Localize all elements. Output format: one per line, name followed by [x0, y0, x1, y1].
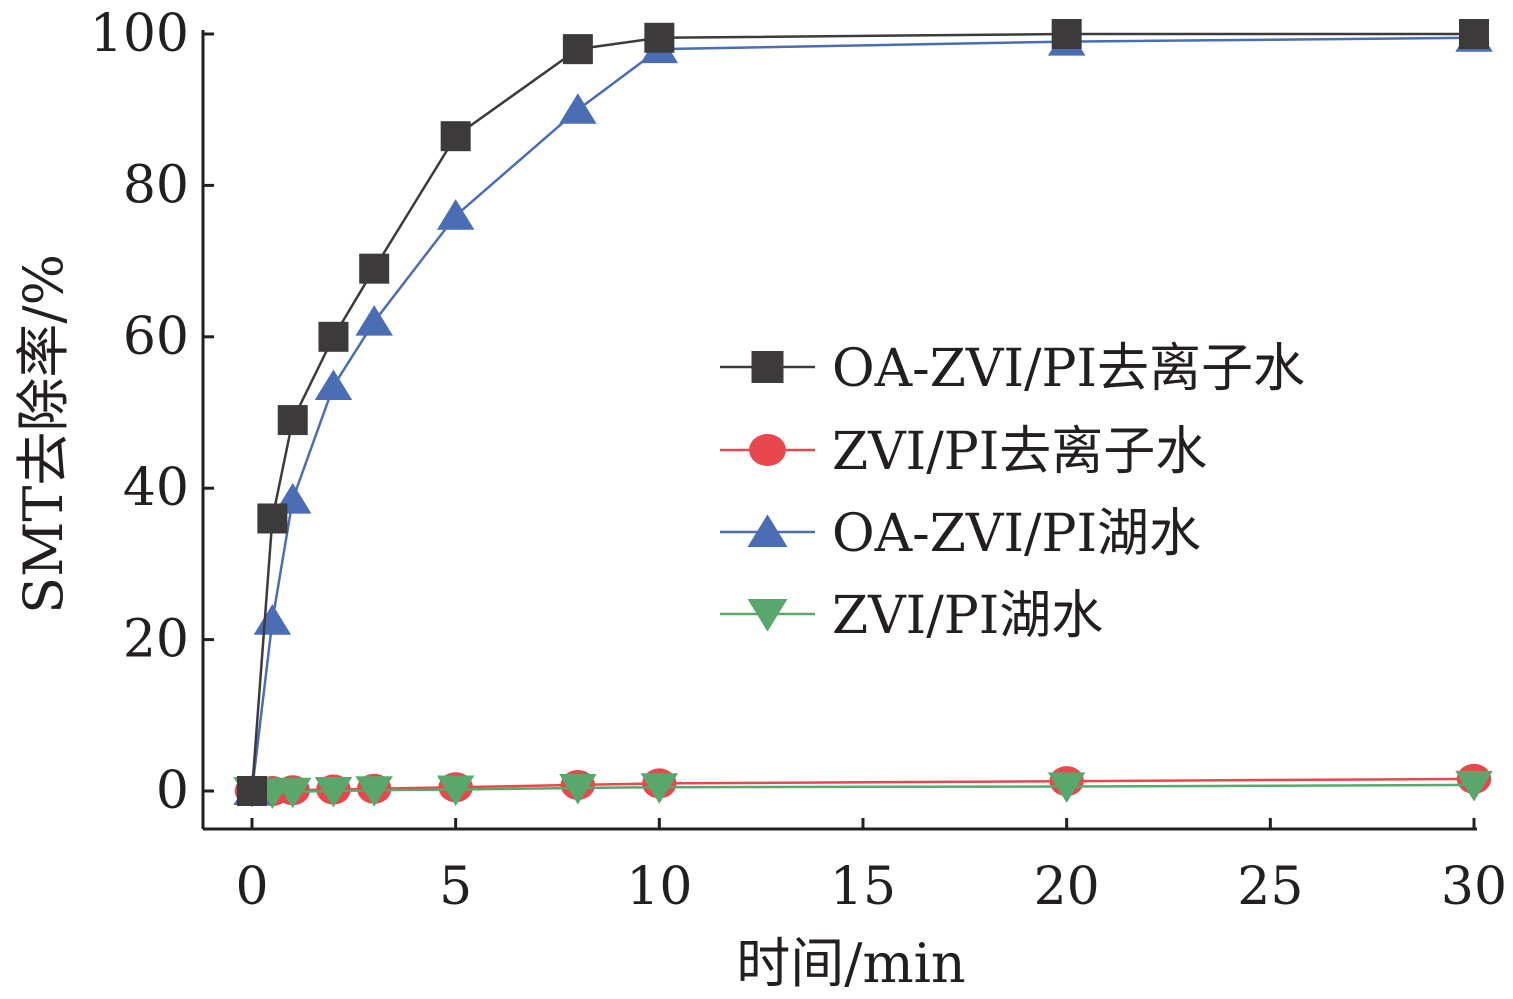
- x-tick-label: 15: [830, 857, 896, 917]
- data-point: [440, 121, 471, 152]
- series-line: [250, 32, 1474, 792]
- data-point: [253, 604, 292, 635]
- legend-item: ZVI/PI去离子水: [720, 422, 1207, 482]
- data-point: [314, 369, 353, 401]
- data-point: [257, 503, 288, 534]
- data-point: [559, 773, 597, 805]
- data-point: [640, 773, 679, 804]
- y-tick-label: 20: [123, 610, 189, 670]
- data-point: [355, 776, 393, 807]
- legend-label: ZVI/PI去离子水: [832, 422, 1207, 482]
- legend-label: ZVI/PI湖水: [832, 586, 1103, 646]
- data-point: [273, 777, 312, 809]
- x-tick-label: 5: [439, 857, 472, 917]
- x-tick-label: 30: [1441, 857, 1507, 917]
- data-point: [644, 22, 675, 53]
- data-point: [1459, 19, 1489, 49]
- y-tick-label: 40: [123, 458, 189, 518]
- series-line: [251, 783, 1475, 794]
- x-tick-label: 10: [626, 857, 692, 917]
- y-axis-title: SMT去除率/%: [12, 254, 75, 614]
- data-point: [1051, 19, 1082, 49]
- legend: OA-ZVI/PI去离子水 ZVI/PI去离子水 OA-ZVI/PI湖水 ZVI/PI…: [720, 339, 1305, 646]
- series-2: [233, 21, 1493, 806]
- x-tick-label: 0: [235, 857, 268, 917]
- data-point: [355, 305, 393, 336]
- y-tick-label: 0: [156, 761, 189, 821]
- series-0: [237, 19, 1489, 806]
- series-group: [233, 19, 1493, 810]
- data-point: [559, 93, 597, 124]
- x-axis-title: 时间/min: [736, 932, 965, 995]
- data-point: [359, 253, 390, 284]
- data-point: [237, 776, 267, 806]
- data-point: [1047, 772, 1086, 803]
- legend-label: OA-ZVI/PI湖水: [832, 504, 1201, 564]
- data-point: [749, 434, 786, 466]
- data-point: [318, 321, 349, 352]
- data-point: [747, 599, 788, 632]
- data-point: [562, 34, 593, 65]
- y-tick-label: 60: [123, 307, 189, 367]
- data-point: [1455, 770, 1493, 802]
- legend-label: OA-ZVI/PI去离子水: [832, 339, 1305, 399]
- data-point: [314, 776, 353, 808]
- series-line: [250, 36, 1475, 792]
- data-point: [436, 775, 475, 806]
- x-tick-label: 20: [1034, 857, 1100, 917]
- series-3: [233, 770, 1493, 810]
- data-point: [747, 514, 788, 547]
- data-point: [751, 351, 784, 383]
- y-tick-label: 100: [90, 4, 189, 64]
- legend-item: OA-ZVI/PI去离子水: [720, 339, 1305, 399]
- x-tick-label: 25: [1237, 857, 1303, 917]
- axes: 0 20 40 60 80 100 0 5 10 15 20 25 30: [90, 4, 1507, 917]
- data-point: [277, 405, 308, 436]
- y-tick-label: 80: [123, 155, 189, 215]
- legend-item: OA-ZVI/PI湖水: [720, 504, 1201, 564]
- data-point: [436, 199, 475, 230]
- legend-item: ZVI/PI湖水: [720, 586, 1103, 646]
